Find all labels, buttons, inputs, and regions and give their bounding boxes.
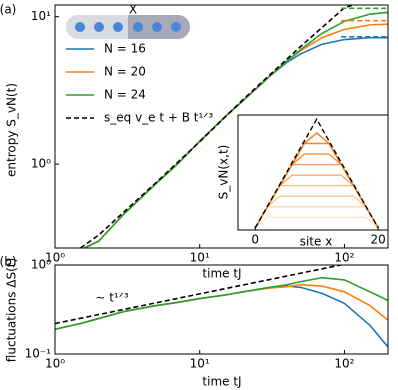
x-tick-label: 10² <box>334 251 354 265</box>
x-tick-label: 10⁰ <box>45 357 65 371</box>
panel-label: (a) <box>0 3 16 17</box>
series-line <box>55 265 345 325</box>
series-line <box>254 206 379 229</box>
series-line <box>55 276 388 330</box>
legend-label: s_eq v_e t + B t¹ᐟ³ <box>104 111 213 125</box>
legend-entry: N = 24 <box>66 88 146 102</box>
x-tick-label: 10⁰ <box>45 251 65 265</box>
legend-label: N = 24 <box>104 88 146 102</box>
site <box>113 22 123 32</box>
plot-area <box>80 5 388 248</box>
legend-entry: s_eq v_e t + B t¹ᐟ³ <box>66 111 213 125</box>
site <box>75 22 85 32</box>
axes-frame <box>54 264 389 355</box>
plot-area <box>55 265 388 348</box>
chain-schematic: X <box>66 3 190 39</box>
x-tick-label: 10² <box>334 357 354 371</box>
x-tick-label: 10¹ <box>190 251 210 265</box>
x-axis-label: time tJ <box>202 267 241 281</box>
y-tick-label: 10⁻¹ <box>25 347 52 361</box>
y-axis-label: entropy S_vN(t) <box>5 83 19 177</box>
axes-frame <box>237 114 389 231</box>
x-axis-label: site x <box>300 235 333 249</box>
panel-label: (b) <box>0 255 16 269</box>
y-tick-label: 10⁰ <box>31 157 51 171</box>
y-tick-label: 10¹ <box>31 9 51 23</box>
series-line <box>254 195 379 229</box>
series-line <box>254 216 379 229</box>
x-axis-label: time tJ <box>202 375 241 389</box>
x-tick-label: 0 <box>251 233 259 247</box>
series-line <box>254 117 379 229</box>
legend-entry: N = 20 <box>66 65 146 79</box>
inset-background <box>238 115 388 230</box>
site <box>152 22 162 32</box>
annotation: ∼ t¹ᐟ³ <box>95 291 128 305</box>
x-tick-label: 20 <box>371 233 386 247</box>
legend-label: N = 16 <box>104 42 146 56</box>
y-axis-label: fluctuations ΔS(t) <box>5 258 19 362</box>
site <box>133 22 143 32</box>
panel: 0 20 site x S_vN(x,t) <box>217 114 389 249</box>
series-line <box>84 11 388 248</box>
y-tick-label: 10⁰ <box>31 258 51 272</box>
legend-label: N = 20 <box>104 65 146 79</box>
plot-area <box>254 117 379 229</box>
cut-label: X <box>129 3 137 17</box>
x-tick-label: 10¹ <box>190 357 210 371</box>
legend-entry: N = 16 <box>66 42 146 56</box>
site <box>171 22 181 32</box>
site <box>94 22 104 32</box>
y-axis-label: S_vN(x,t) <box>217 145 231 200</box>
panel: 10⁰ 10¹ 10² 10⁰ 10¹ time tJ entropy S_vN(t) (a)… <box>0 3 389 281</box>
series-line <box>80 5 354 248</box>
